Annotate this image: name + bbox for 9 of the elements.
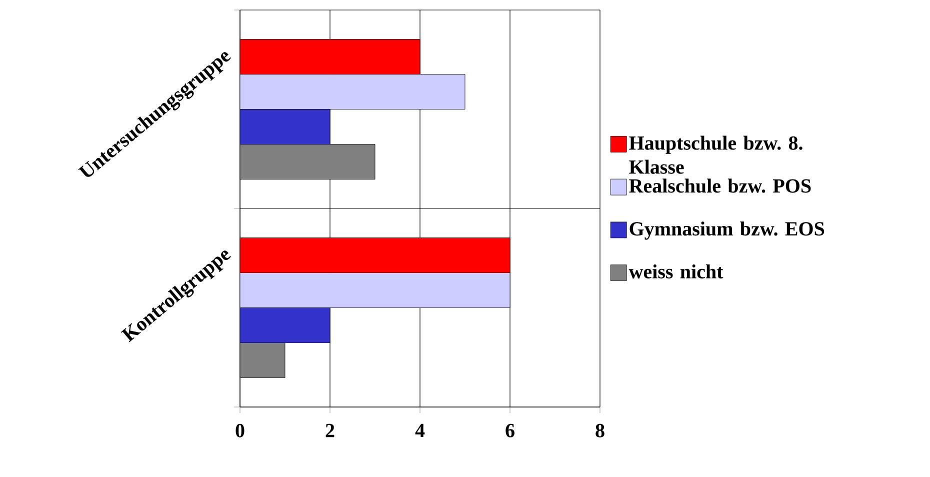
legend-label: Hauptschule bzw. 8. Klasse xyxy=(629,136,802,174)
x-tick-label: 2 xyxy=(326,424,334,438)
legend-label: Realschule bzw. POS xyxy=(629,178,811,193)
legend-label: weiss nicht xyxy=(628,264,724,278)
x-tick-label: 0 xyxy=(236,424,244,438)
x-tick-label: 6 xyxy=(506,424,514,438)
legend-label: Gymnasium bzw. EOS xyxy=(630,222,824,240)
x-tick-label: 8 xyxy=(596,424,604,438)
x-tick-label: 4 xyxy=(415,424,425,438)
